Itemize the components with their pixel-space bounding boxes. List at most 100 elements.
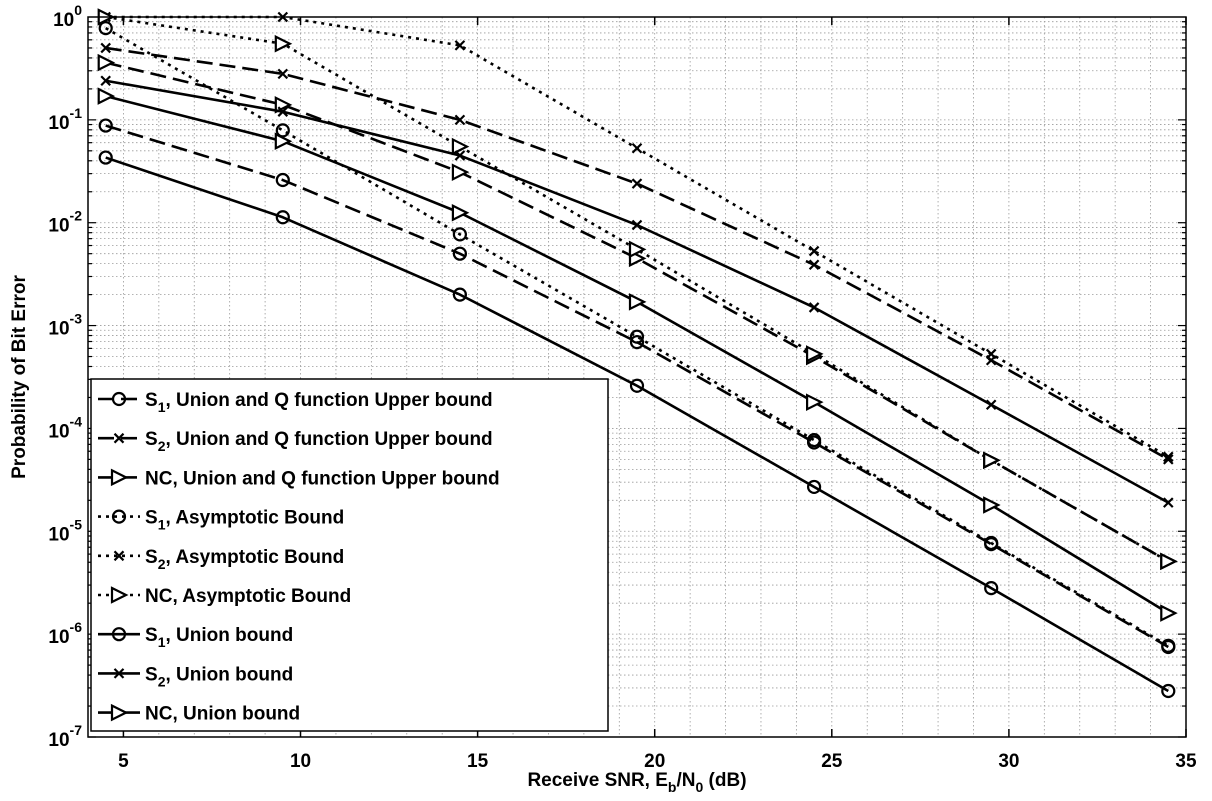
legend-marker — [111, 391, 127, 407]
data-point-marker — [275, 123, 290, 138]
data-point-marker — [631, 178, 643, 189]
plot-area-frame — [87, 16, 1187, 738]
legend-marker — [111, 627, 127, 642]
legend-label: NC, Union and Q function Upper bound — [145, 468, 500, 489]
series-line — [105, 26, 1169, 647]
data-point-marker — [454, 114, 466, 126]
legend-label-text: , Union bound — [165, 664, 293, 685]
data-point-marker — [275, 210, 290, 225]
data-point-marker — [274, 34, 293, 53]
y-tick-label-exponent: -5 — [70, 516, 83, 532]
legend-label: S2, Union bound — [145, 664, 293, 689]
legend-label-subscript: 2 — [158, 438, 166, 454]
data-point-marker — [97, 53, 116, 72]
y-axis-title: Probability of Bit Error — [9, 275, 30, 479]
data-point-marker — [274, 132, 293, 150]
data-point-marker — [984, 581, 999, 596]
data-point-marker — [628, 293, 647, 311]
legend-label-prefix: S — [145, 508, 158, 529]
x-tick-labels: 5 10 15 20 25 30 35 — [118, 751, 1197, 772]
y-tick-label-exponent: -7 — [70, 722, 83, 738]
legend-label-subscript: 2 — [158, 673, 166, 689]
x-tick-label: 25 — [821, 751, 843, 772]
data-point-marker — [805, 393, 824, 411]
legend-label: S1, Union and Q function Upper bound — [145, 390, 493, 415]
legend-label-prefix: S — [145, 625, 158, 646]
legend-marker — [110, 703, 129, 722]
y-tick-label-exponent: 0 — [74, 2, 82, 18]
series-line — [105, 156, 1169, 693]
legend-label-text: , Union bound — [172, 704, 300, 725]
data-point-marker — [629, 335, 645, 350]
legend-box — [90, 378, 609, 732]
y-tick-label-base: 10 — [48, 216, 69, 237]
legend-marker — [111, 509, 127, 524]
y-tick-label: 10-4 — [48, 413, 82, 442]
legend-label-prefix: S — [145, 664, 158, 685]
legend-entries: S1, Union and Q function Upper boundS2, … — [98, 390, 500, 725]
data-point-marker — [629, 378, 645, 393]
data-point-marker — [808, 302, 820, 313]
data-point-marker — [806, 479, 822, 495]
y-tick-label-base: 10 — [48, 627, 69, 648]
legend-entry: S1, Union and Q function Upper bound — [98, 390, 493, 415]
data-point-marker — [452, 246, 468, 261]
data-point-marker — [984, 535, 999, 551]
legend-entry: S2, Union and Q function Upper bound — [98, 429, 493, 454]
data-point-marker — [985, 348, 997, 360]
data-point-marker — [454, 40, 466, 51]
y-tick-label-base: 10 — [48, 524, 69, 545]
y-tick-label: 10-1 — [48, 105, 82, 134]
data-point-marker — [275, 172, 290, 188]
data-point-marker — [277, 68, 289, 80]
y-tick-label-base: 10 — [48, 113, 69, 134]
data-point-marker — [983, 451, 1001, 470]
y-tick-label-base: 10 — [48, 319, 69, 340]
legend-marker — [110, 586, 129, 604]
data-point-marker — [1160, 604, 1178, 622]
y-tick-label-exponent: -6 — [70, 619, 83, 635]
y-tick-label-base: 10 — [48, 730, 69, 751]
legend-label-text: , Union bound — [165, 625, 293, 646]
x-axis-title-post: (dB) — [703, 770, 746, 791]
data-point-marker — [631, 219, 643, 231]
legend-label-text: , Asymptotic Bound — [165, 547, 344, 568]
data-point-marker — [451, 203, 470, 222]
legend-label: NC, Union bound — [145, 704, 300, 725]
legend-entry: NC, Union bound — [98, 704, 300, 725]
data-point-marker — [98, 20, 113, 36]
legend-label: S2, Asymptotic Bound — [145, 547, 344, 572]
x-tick-label: 30 — [998, 751, 1019, 772]
legend-marker — [113, 550, 125, 562]
y-tick-label-exponent: -3 — [70, 311, 83, 327]
legend-label-subscript: 2 — [158, 556, 166, 572]
data-point-marker — [98, 150, 113, 165]
series-7 — [98, 150, 1176, 699]
data-point-marker — [451, 163, 470, 181]
data-point-marker — [628, 240, 647, 259]
data-point-marker — [1160, 552, 1178, 571]
x-tick-label: 20 — [644, 751, 665, 772]
data-point-marker — [631, 142, 643, 154]
legend-label-prefix: S — [145, 547, 158, 568]
y-tick-label: 10-7 — [48, 722, 82, 751]
legend-marker — [113, 668, 125, 679]
legend-label-text: , Union and Q function Upper bound — [172, 468, 499, 489]
data-point-marker — [98, 118, 113, 133]
legend-label-prefix: S — [145, 429, 158, 450]
legend-entry: NC, Asymptotic Bound — [98, 586, 351, 607]
data-point-marker — [985, 399, 997, 411]
legend-entry: S2, Asymptotic Bound — [98, 547, 344, 572]
data-point-marker — [454, 150, 466, 161]
data-point-marker — [805, 345, 824, 363]
data-point-marker — [808, 259, 820, 271]
x-tick-label: 5 — [118, 751, 129, 772]
legend-label-text: , Asymptotic Bound — [165, 508, 344, 529]
series-4 — [98, 20, 1176, 653]
legend-label-text: , Union and Q function Upper bound — [165, 429, 492, 450]
legend: S1, Union and Q function Upper boundS2, … — [90, 378, 609, 732]
y-tick-label: 10-6 — [48, 619, 82, 648]
y-tick-label-exponent: -4 — [70, 413, 83, 429]
